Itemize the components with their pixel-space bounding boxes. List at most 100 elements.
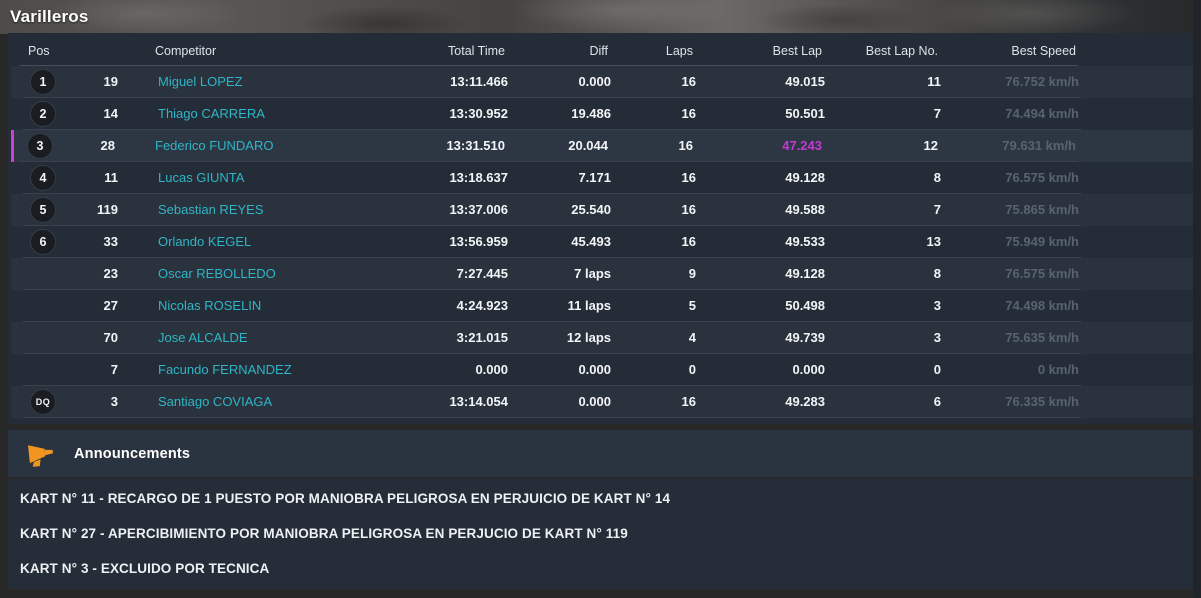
table-row[interactable]: 7 Facundo FERNANDEZ 0.000 0.000 0 0.000 …	[11, 354, 1193, 386]
results-panel: Pos Competitor Total Time Diff Laps Best…	[8, 33, 1193, 424]
diff: 0.000	[578, 362, 611, 377]
diff: 12 laps	[566, 330, 611, 345]
table-row[interactable]: 4 11 Lucas GIUNTA 13:18.637 7.171 16 49.…	[11, 162, 1193, 194]
position-badge: 5	[30, 196, 56, 223]
column-header-diff[interactable]: Diff	[589, 43, 608, 58]
total-time: 13:56.959	[449, 234, 508, 249]
position-badge: 4	[30, 164, 56, 191]
best-lap-no: 6	[933, 394, 941, 409]
diff: 0.000	[578, 394, 611, 409]
table-row[interactable]: 5 119 Sebastian REYES 13:37.006 25.540 1…	[11, 194, 1193, 226]
best-lap: 49.015	[785, 74, 825, 89]
laps: 16	[681, 170, 696, 185]
competitor-name[interactable]: Thiago CARRERA	[158, 106, 265, 121]
best-lap: 49.533	[785, 234, 825, 249]
announcements-list: KART N° 11 - RECARGO DE 1 PUESTO POR MAN…	[8, 479, 1193, 589]
best-lap-no: 13	[926, 234, 941, 249]
best-lap: 47.243	[782, 138, 822, 153]
best-speed: 79.631 km/h	[1002, 138, 1076, 153]
kart-number: 70	[103, 330, 118, 345]
page-title: Varilleros	[10, 7, 89, 26]
competitor-name[interactable]: Orlando KEGEL	[158, 234, 252, 249]
column-header-total-time[interactable]: Total Time	[448, 43, 505, 58]
diff: 45.493	[571, 234, 611, 249]
total-time: 3:21.015	[456, 330, 508, 345]
best-lap-no: 3	[933, 330, 941, 345]
competitor-name[interactable]: Federico FUNDARO	[155, 138, 274, 153]
competitor-name[interactable]: Nicolas ROSELIN	[158, 298, 262, 313]
competitor-name[interactable]: Lucas GIUNTA	[158, 170, 245, 185]
position-cell	[23, 261, 63, 287]
competitor-name[interactable]: Miguel LOPEZ	[158, 74, 243, 89]
kart-number: 33	[103, 234, 118, 249]
announcement-item: KART N° 11 - RECARGO DE 1 PUESTO POR MAN…	[20, 491, 671, 506]
column-header-competitor[interactable]: Competitor	[155, 43, 217, 58]
position-cell: 5	[23, 196, 63, 223]
table-row[interactable]: 23 Oscar REBOLLEDO 7:27.445 7 laps 9 49.…	[11, 258, 1193, 290]
laps: 9	[688, 266, 696, 281]
best-lap-no: 7	[933, 202, 941, 217]
competitor-name[interactable]: Facundo FERNANDEZ	[158, 362, 292, 377]
best-speed: 75.865 km/h	[1005, 202, 1079, 217]
total-time: 13:31.510	[446, 138, 505, 153]
competitor-name[interactable]: Oscar REBOLLEDO	[158, 266, 276, 281]
best-lap-no: 12	[923, 138, 938, 153]
position-badge: 2	[30, 100, 56, 127]
total-time: 13:18.637	[449, 170, 508, 185]
diff: 7.171	[578, 170, 611, 185]
laps: 4	[688, 330, 696, 345]
table-row[interactable]: 70 Jose ALCALDE 3:21.015 12 laps 4 49.73…	[11, 322, 1193, 354]
table-row[interactable]: 27 Nicolas ROSELIN 4:24.923 11 laps 5 50…	[11, 290, 1193, 322]
best-lap-no: 7	[933, 106, 941, 121]
table-body: 1 19 Miguel LOPEZ 13:11.466 0.000 16 49.…	[11, 66, 1193, 418]
position-cell: 6	[23, 228, 63, 255]
table-row[interactable]: 3 28 Federico FUNDARO 13:31.510 20.044 1…	[11, 130, 1193, 162]
laps: 16	[681, 234, 696, 249]
best-speed: 76.335 km/h	[1005, 394, 1079, 409]
column-header-best-lap[interactable]: Best Lap	[772, 43, 822, 58]
column-header-laps[interactable]: Laps	[665, 43, 693, 58]
column-header-best-speed[interactable]: Best Speed	[1011, 43, 1076, 58]
laps: 16	[681, 74, 696, 89]
kart-number: 23	[103, 266, 118, 281]
total-time: 7:27.445	[456, 266, 508, 281]
position-cell: DQ	[23, 388, 63, 415]
table-header-row: Pos Competitor Total Time Diff Laps Best…	[11, 36, 1193, 66]
position-cell: 2	[23, 100, 63, 127]
table-row[interactable]: 1 19 Miguel LOPEZ 13:11.466 0.000 16 49.…	[11, 66, 1193, 98]
kart-number: 14	[103, 106, 118, 121]
laps: 5	[688, 298, 696, 313]
position-cell: 4	[23, 164, 63, 191]
announcement-item: KART N° 27 - APERCIBIMIENTO POR MANIOBRA…	[20, 526, 628, 541]
competitor-name[interactable]: Sebastian REYES	[158, 202, 264, 217]
total-time: 13:37.006	[449, 202, 508, 217]
position-badge: 6	[30, 228, 56, 255]
table-row[interactable]: 2 14 Thiago CARRERA 13:30.952 19.486 16 …	[11, 98, 1193, 130]
diff: 20.044	[568, 138, 608, 153]
best-speed: 74.498 km/h	[1005, 298, 1079, 313]
best-lap-no: 11	[927, 74, 941, 89]
background-photo-strip	[0, 0, 1201, 34]
laps: 16	[681, 202, 696, 217]
table-row[interactable]: 6 33 Orlando KEGEL 13:56.959 45.493 16 4…	[11, 226, 1193, 258]
announcements-header: Announcements	[8, 430, 1193, 477]
position-cell	[23, 325, 63, 351]
position-cell	[23, 357, 63, 383]
column-header-pos[interactable]: Pos	[28, 43, 50, 58]
position-badge: DQ	[30, 388, 56, 415]
position-badge: 1	[30, 68, 56, 95]
column-header-best-lap-no[interactable]: Best Lap No.	[865, 43, 938, 58]
competitor-name[interactable]: Santiago COVIAGA	[158, 394, 273, 409]
best-speed: 0 km/h	[1037, 362, 1079, 377]
scrollbar-track[interactable]	[1193, 0, 1201, 598]
table-row[interactable]: DQ 3 Santiago COVIAGA 13:14.054 0.000 16…	[11, 386, 1193, 418]
competitor-name[interactable]: Jose ALCALDE	[158, 330, 248, 345]
best-lap: 50.501	[785, 106, 825, 121]
best-speed: 75.635 km/h	[1005, 330, 1079, 345]
position-cell: 1	[23, 68, 63, 95]
total-time: 13:30.952	[449, 106, 508, 121]
kart-number: 3	[110, 394, 118, 409]
announcement-item: KART N° 3 - EXCLUIDO POR TECNICA	[20, 561, 270, 576]
kart-number: 28	[100, 138, 115, 153]
best-speed: 76.575 km/h	[1005, 170, 1079, 185]
